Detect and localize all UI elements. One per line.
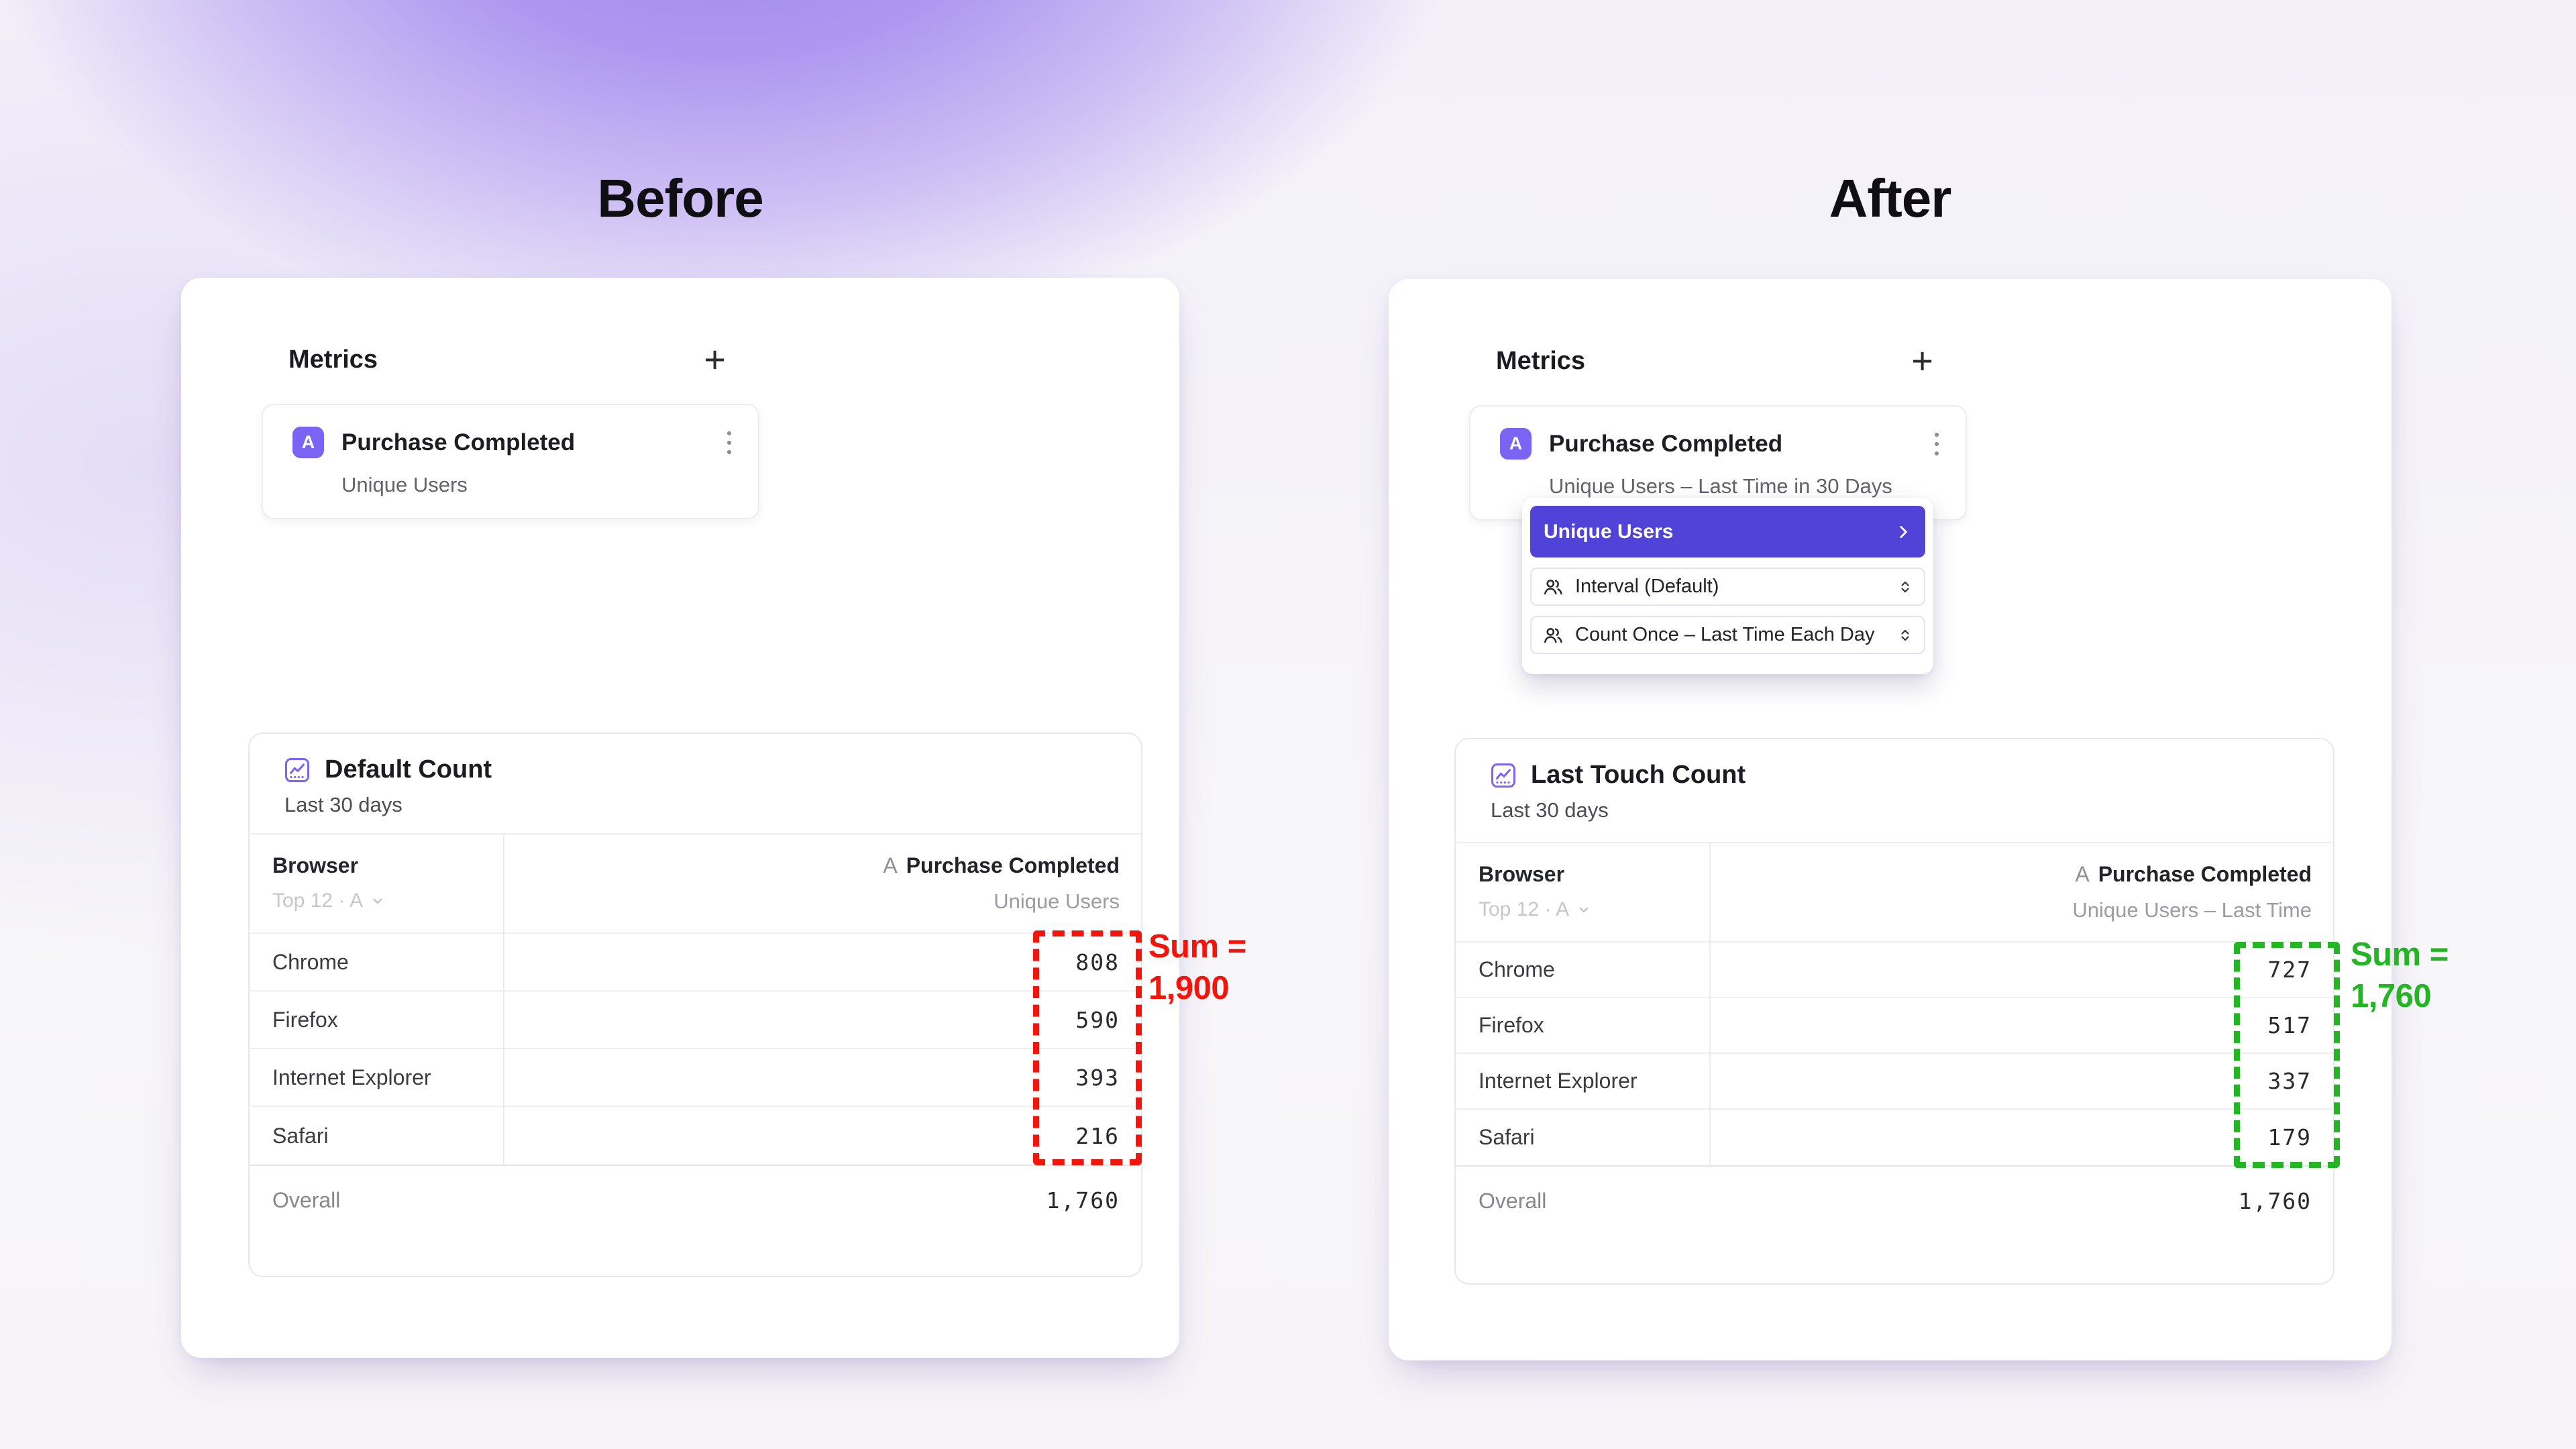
row-label: Chrome	[272, 949, 349, 974]
chart-title: Default Count	[325, 755, 492, 784]
dropdown-item-interval[interactable]: Interval (Default)	[1530, 568, 1925, 606]
series-letter: A	[883, 853, 898, 877]
metric-card[interactable]: A Purchase Completed Unique Users	[262, 404, 759, 519]
sum-annotation-red: Sum = 1,900	[1148, 926, 1246, 1009]
metrics-header: Metrics	[288, 345, 378, 374]
metrics-header-row: Metrics +	[288, 341, 730, 378]
column-filter-label: Top 12 · A	[1479, 898, 1570, 920]
dropdown-selected-label: Unique Users	[1544, 520, 1674, 543]
kebab-menu-icon[interactable]	[723, 427, 735, 458]
sum-annotation-line2: 1,760	[2351, 978, 2432, 1014]
before-title: Before	[597, 168, 763, 228]
column-filter-control[interactable]: Top 12 · A	[272, 890, 386, 912]
chart-date-range: Last 30 days	[284, 793, 402, 816]
column-divider	[503, 835, 504, 1165]
before-panel: Metrics + A Purchase Completed Unique Us…	[181, 278, 1179, 1358]
sum-annotation-line2: 1,900	[1148, 970, 1230, 1006]
kebab-menu-icon[interactable]	[1931, 429, 1943, 460]
metric-title: Purchase Completed	[1549, 430, 1783, 457]
row-value: 179	[2267, 1124, 2312, 1150]
metric-options-dropdown: Unique Users Interval (Default)	[1522, 498, 1933, 674]
row-value: 337	[2267, 1068, 2312, 1094]
table-row[interactable]: Firefox 517	[1456, 998, 2333, 1054]
dropdown-item-count-once[interactable]: Count Once – Last Time Each Day	[1530, 616, 1925, 654]
table-row[interactable]: Internet Explorer 337	[1456, 1054, 2333, 1110]
table-card-header: Default Count Last 30 days	[250, 734, 1141, 835]
column-header-metric: Purchase Completed	[2098, 862, 2312, 886]
column-filter-control[interactable]: Top 12 · A	[1479, 898, 1592, 921]
table-row-overall: Overall 1,760	[250, 1165, 1141, 1234]
line-chart-icon	[284, 757, 310, 783]
overall-value: 1,760	[1046, 1187, 1120, 1214]
table-row[interactable]: Safari 179	[1456, 1110, 2333, 1165]
chevron-right-icon	[1894, 523, 1912, 541]
row-value: 727	[2267, 957, 2312, 983]
result-table-card: Default Count Last 30 days Browser Top 1…	[248, 733, 1142, 1277]
table-column-header: Browser Top 12 · A A Purchase Completed	[1456, 843, 2333, 943]
table-card-header: Last Touch Count Last 30 days	[1456, 739, 2333, 843]
dropdown-item-unique-users[interactable]: Unique Users	[1530, 506, 1925, 557]
chevron-down-icon	[370, 893, 386, 909]
metric-subtitle: Unique Users – Last Time in 30 Days	[1549, 474, 1892, 498]
metrics-header: Metrics	[1496, 346, 1586, 375]
row-value: 517	[2267, 1012, 2312, 1038]
row-label: Chrome	[1479, 957, 1555, 981]
metric-card-top: A Purchase Completed	[1470, 407, 1966, 460]
metric-a-badge: A	[292, 427, 324, 458]
column-header-browser: Browser	[272, 853, 359, 877]
table-row-overall: Overall 1,760	[1456, 1165, 2333, 1235]
row-value: 393	[1075, 1064, 1120, 1091]
row-label: Safari	[272, 1123, 329, 1148]
chart-title: Last Touch Count	[1531, 761, 1746, 789]
after-panel: Metrics + A Purchase Completed Unique Us…	[1389, 279, 2392, 1360]
dropdown-item-label: Interval (Default)	[1575, 576, 1719, 597]
sum-annotation-green: Sum = 1,760	[2351, 934, 2449, 1017]
metric-subtitle: Unique Users	[341, 473, 468, 496]
add-metric-button[interactable]: +	[1907, 342, 1937, 380]
column-header-measure: Unique Users	[994, 890, 1120, 913]
select-arrows-icon	[1897, 579, 1913, 595]
series-letter: A	[2075, 862, 2090, 886]
row-label: Firefox	[1479, 1013, 1544, 1037]
sum-annotation-line1: Sum =	[2351, 936, 2449, 973]
dropdown-item-label: Count Once – Last Time Each Day	[1575, 624, 1875, 645]
column-header-measure: Unique Users – Last Time	[2072, 898, 2312, 922]
row-value: 808	[1075, 949, 1120, 975]
overall-value: 1,760	[2238, 1187, 2312, 1214]
metric-title: Purchase Completed	[341, 429, 576, 455]
column-header-metric: Purchase Completed	[906, 853, 1120, 877]
metric-a-badge: A	[1500, 428, 1532, 460]
after-title: After	[1829, 168, 1952, 228]
users-icon	[1542, 576, 1564, 598]
metric-card-top: A Purchase Completed	[263, 405, 758, 458]
row-label: Firefox	[272, 1007, 338, 1032]
overall-label: Overall	[1479, 1188, 1547, 1213]
row-label: Internet Explorer	[272, 1065, 431, 1089]
line-chart-icon	[1491, 763, 1516, 788]
row-label: Safari	[1479, 1125, 1535, 1149]
result-table-card: Last Touch Count Last 30 days Browser To…	[1454, 738, 2334, 1285]
table-row[interactable]: Chrome 808	[250, 934, 1141, 991]
column-filter-label: Top 12 · A	[272, 890, 364, 912]
table-column-header: Browser Top 12 · A A Purchase Completed	[250, 835, 1141, 934]
table-row[interactable]: Safari 216	[250, 1107, 1141, 1165]
row-label: Internet Explorer	[1479, 1069, 1638, 1093]
add-metric-button[interactable]: +	[700, 341, 730, 378]
row-value: 216	[1075, 1122, 1120, 1149]
users-icon	[1542, 625, 1564, 646]
chart-date-range: Last 30 days	[1491, 798, 1609, 822]
metrics-header-row: Metrics +	[1496, 342, 1937, 380]
select-arrows-icon	[1897, 627, 1913, 643]
table-row[interactable]: Internet Explorer 393	[250, 1049, 1141, 1107]
chevron-down-icon	[1576, 902, 1592, 918]
table-row[interactable]: Firefox 590	[250, 991, 1141, 1049]
sum-annotation-line1: Sum =	[1148, 928, 1246, 965]
table-row[interactable]: Chrome 727	[1456, 943, 2333, 998]
column-header-browser: Browser	[1479, 862, 1565, 886]
row-value: 590	[1075, 1006, 1120, 1033]
overall-label: Overall	[272, 1187, 341, 1212]
column-divider	[1709, 843, 1711, 1165]
